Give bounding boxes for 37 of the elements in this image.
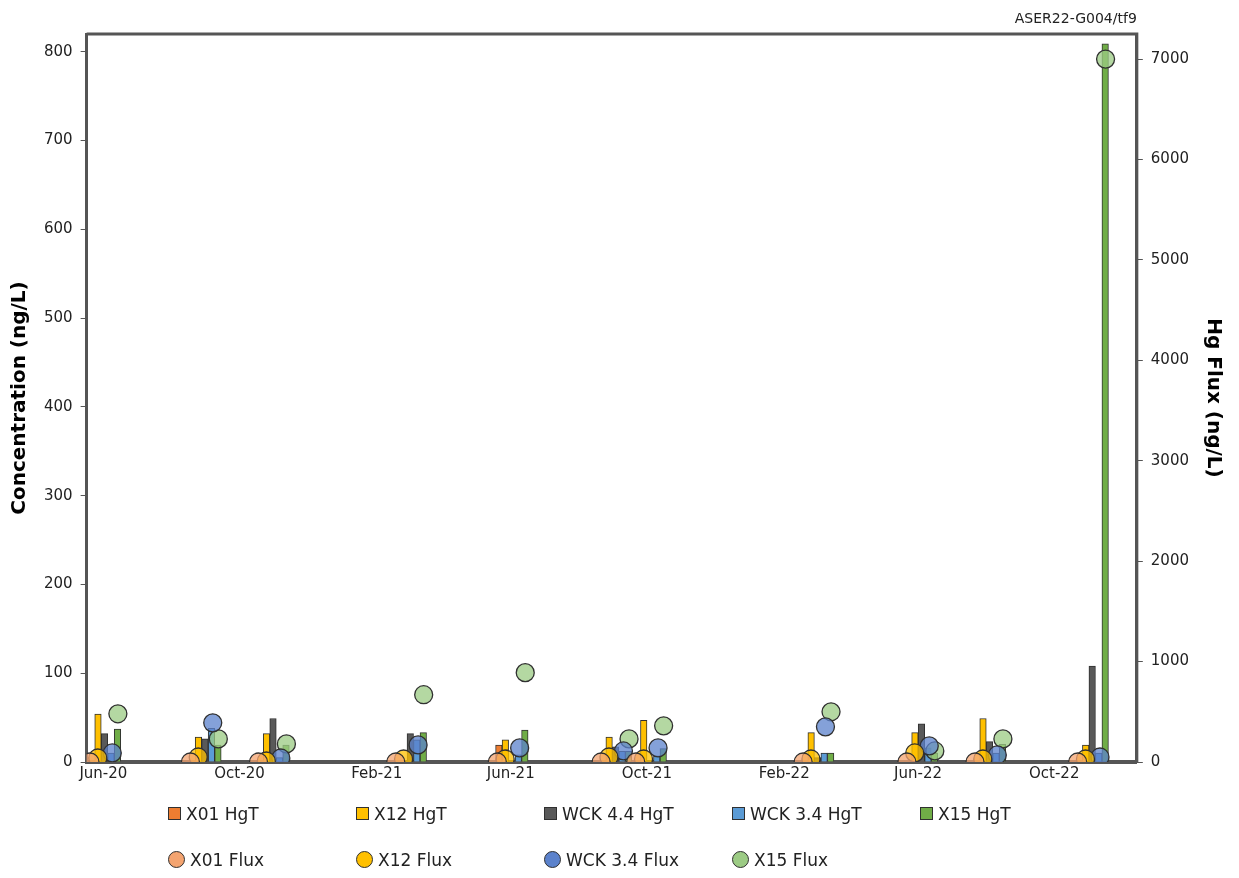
legend-label: WCK 3.4 Flux — [566, 849, 680, 870]
x-tick-label: Jun-21 — [485, 763, 535, 782]
y-tick-label: 700 — [43, 130, 73, 149]
y-tick-label: 400 — [43, 396, 73, 415]
x-tick-label: Oct-20 — [214, 763, 265, 782]
legend-label: X01 HgT — [186, 803, 259, 824]
x-tick-label: Jun-20 — [78, 763, 128, 782]
x-tick-label: Feb-21 — [351, 763, 403, 782]
legend-label: X01 Flux — [190, 849, 265, 870]
text: ASER22-G004/tf9 — [1014, 9, 1137, 26]
y2-tick-label: 5000 — [1150, 249, 1190, 268]
x-tick-label: Oct-21 — [621, 763, 673, 782]
y2-tick-label: 4000 — [1150, 350, 1190, 369]
legend-label: X12 Flux — [378, 849, 453, 870]
y-axis-title: Concentration (ng/L) — [6, 281, 31, 515]
legend-label: WCK 4.4 HgT — [562, 803, 674, 824]
y2-tick-label: 1000 — [1150, 651, 1190, 670]
x-tick-label: Feb-22 — [758, 763, 810, 782]
y-tick-label: 500 — [43, 307, 73, 326]
y-tick-label: 0 — [63, 751, 73, 770]
y-tick-label: 200 — [43, 574, 73, 593]
legend-label: X15 HgT — [938, 803, 1011, 824]
y2-tick-label: 3000 — [1150, 450, 1190, 469]
x-tick-label: Jun-22 — [893, 763, 943, 782]
legend-label: WCK 3.4 HgT — [750, 803, 862, 824]
y2-tick-label: 2000 — [1150, 551, 1190, 570]
x-tick-label: Oct-22 — [1029, 763, 1080, 782]
y2-tick-label: 0 — [1150, 751, 1161, 770]
y2-axis-title: Hg Flux (ng/L) — [1202, 318, 1227, 478]
legend-label: X12 HgT — [374, 803, 447, 824]
y-tick-label: 800 — [43, 41, 73, 60]
y-tick-label: 300 — [43, 485, 73, 504]
y2-tick-label: 7000 — [1150, 48, 1190, 67]
y-tick-label: 600 — [43, 219, 73, 238]
legend-label: X15 Flux — [754, 849, 829, 870]
y-tick-label: 100 — [43, 663, 73, 682]
y2-tick-label: 6000 — [1150, 149, 1190, 168]
